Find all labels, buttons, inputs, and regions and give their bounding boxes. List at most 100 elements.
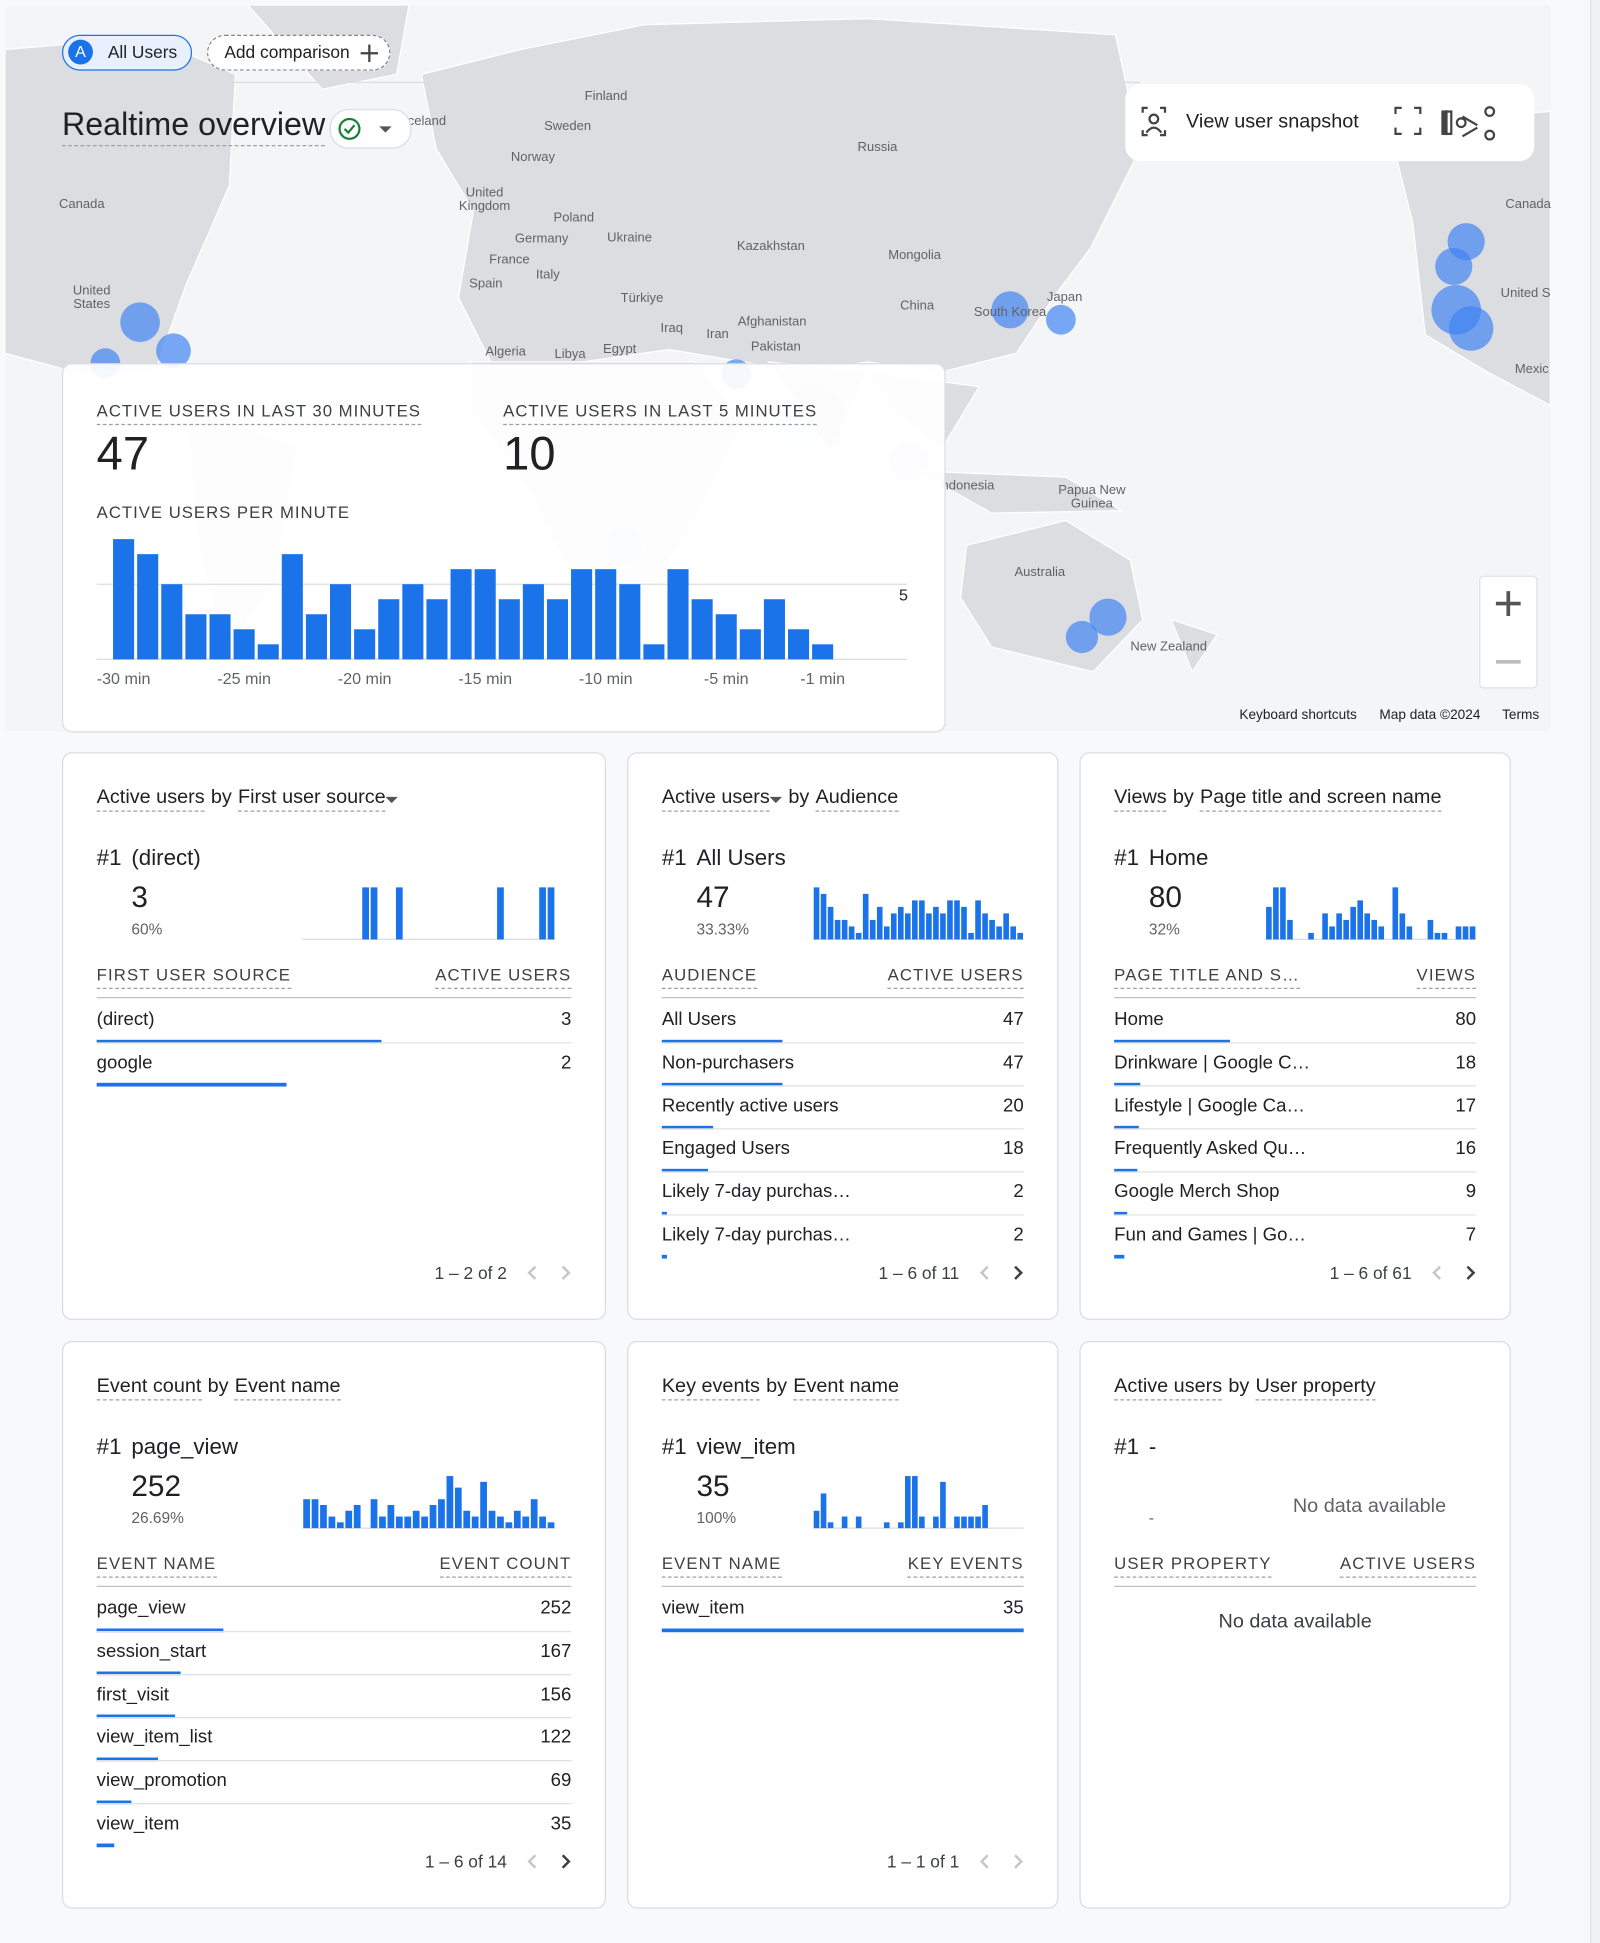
metric-label: ACTIVE USERS IN LAST 5 MINUTES <box>503 401 818 426</box>
no-data: No data available <box>1292 1495 1447 1517</box>
title-dimension[interactable]: Key events <box>661 1376 760 1401</box>
zoom-control <box>1479 575 1538 689</box>
row-name[interactable]: google <box>96 1052 153 1074</box>
row-value: 18 <box>1003 1138 1024 1160</box>
row-value: 18 <box>1455 1052 1477 1074</box>
dropdown-caret[interactable] <box>385 796 399 803</box>
title-dimension[interactable]: Active users <box>661 787 770 812</box>
row-name[interactable]: (direct) <box>96 1009 155 1031</box>
map-label: Germany <box>514 231 569 247</box>
column-header: PAGE TITLE AND S… <box>1114 964 1300 990</box>
top-value: 80 <box>1148 881 1182 916</box>
title-dimension[interactable]: Event name <box>234 1376 341 1401</box>
title-dimension[interactable]: User property <box>1255 1376 1376 1401</box>
map-label: Poland <box>553 210 595 226</box>
row-name[interactable]: page_view <box>96 1597 186 1619</box>
top-value: 47 <box>696 881 730 916</box>
segment-chip[interactable]: A All Users <box>61 34 193 71</box>
map-label: France <box>489 252 530 268</box>
zoom-in[interactable] <box>1495 591 1521 616</box>
row-name[interactable]: Google Merch Shop <box>1114 1181 1280 1203</box>
row-value: 167 <box>540 1640 572 1662</box>
header-divider <box>61 81 1141 84</box>
column-header: VIEWS <box>1416 964 1477 990</box>
title-dimension[interactable]: Event count <box>96 1376 202 1401</box>
row-value: 122 <box>540 1726 572 1748</box>
row-name[interactable]: Drinkware | Google C… <box>1114 1052 1311 1074</box>
keyboard-shortcuts[interactable]: Keyboard shortcuts <box>1239 707 1357 723</box>
chart-title: ACTIVE USERS PER MINUTE <box>96 503 351 523</box>
map-label: Japan <box>1046 289 1083 305</box>
title-dimension[interactable]: Page title and screen name <box>1200 787 1442 812</box>
row-name[interactable]: first_visit <box>96 1683 169 1705</box>
map-label: Mongolia <box>888 247 942 263</box>
row-name[interactable]: Fun and Games | Go… <box>1114 1224 1307 1246</box>
status-menu[interactable] <box>329 109 412 149</box>
top-value: 35 <box>696 1470 730 1504</box>
row-name[interactable]: view_item <box>661 1597 745 1619</box>
map-terms[interactable]: Terms <box>1502 707 1540 723</box>
row-name[interactable]: view_item_list <box>96 1726 213 1748</box>
row-value: 35 <box>1003 1597 1024 1619</box>
map-label: United States <box>72 283 111 313</box>
row-value: 69 <box>550 1769 572 1791</box>
map-label: Ukraine <box>607 230 653 246</box>
title-dimension[interactable]: Event name <box>793 1376 900 1401</box>
column-header: ACTIVE USERS <box>1339 1553 1477 1578</box>
report-card <box>61 752 607 1320</box>
title-dimension[interactable]: Views <box>1114 787 1167 812</box>
segment-label: All Users <box>107 42 178 62</box>
row-value: 80 <box>1455 1009 1477 1031</box>
map-label: Algeria <box>485 344 526 360</box>
row-name[interactable]: Recently active users <box>661 1095 839 1117</box>
add-comparison[interactable]: Add comparison <box>206 34 391 71</box>
column-header: EVENT NAME <box>661 1553 782 1578</box>
view-user-snapshot[interactable]: View user snapshot <box>1186 111 1359 133</box>
map-label: ndonesia <box>941 478 995 494</box>
metric-value: 10 <box>503 429 556 482</box>
card-title: Key events by Event name <box>661 1375 900 1401</box>
title-dimension[interactable]: First user source <box>238 787 386 812</box>
map-label: Iran <box>706 327 729 343</box>
title-connector: by <box>766 1375 788 1397</box>
status-icons <box>338 117 392 140</box>
toolbar: View user snapshot <box>1125 84 1535 162</box>
row-value: 20 <box>1003 1095 1024 1117</box>
top-name: All Users <box>696 845 786 871</box>
top-name: view_item <box>696 1434 796 1460</box>
row-value: 2 <box>1013 1224 1024 1246</box>
report-card <box>1079 752 1511 1320</box>
row-value: 35 <box>550 1812 572 1834</box>
row-name[interactable]: view_promotion <box>96 1769 227 1791</box>
title-dimension[interactable]: Active users <box>96 787 205 812</box>
card-title: Views by Page title and screen name <box>1114 787 1442 812</box>
top-name: page_view <box>131 1434 239 1460</box>
column-header: ACTIVE USERS <box>887 964 1024 990</box>
rank: #1 <box>96 845 122 871</box>
map-label: United Kingdom <box>458 185 511 215</box>
report-card <box>627 752 1059 1320</box>
title-dimension[interactable]: Audience <box>815 787 899 812</box>
map-label: Pakistan <box>750 339 801 355</box>
row-name[interactable]: All Users <box>661 1009 737 1031</box>
map-label: Iraq <box>660 320 683 336</box>
row-name[interactable]: Frequently Asked Qu… <box>1114 1138 1307 1160</box>
row-name[interactable]: Likely 7-day purchas… <box>661 1181 851 1203</box>
row-name[interactable]: session_start <box>96 1640 207 1662</box>
map-label: United S <box>1500 286 1551 302</box>
row-name[interactable]: Non-purchasers <box>661 1052 795 1074</box>
add-comparison-label: Add comparison <box>224 42 350 62</box>
top-value: 252 <box>131 1470 182 1504</box>
dropdown-caret[interactable] <box>769 796 783 803</box>
row-name[interactable]: Engaged Users <box>661 1138 790 1160</box>
row-name[interactable]: Home <box>1114 1009 1164 1031</box>
scrollbar[interactable] <box>1590 0 1600 1943</box>
row-name[interactable]: Likely 7-day purchas… <box>661 1224 851 1246</box>
row-value: 9 <box>1465 1181 1477 1203</box>
rank: #1 <box>661 845 687 871</box>
segment-icon: A <box>68 39 93 65</box>
row-name[interactable]: view_item <box>96 1812 180 1834</box>
title-dimension[interactable]: Active users <box>1114 1376 1223 1401</box>
title-connector: by <box>210 786 232 809</box>
row-name[interactable]: Lifestyle | Google Ca… <box>1114 1095 1306 1117</box>
